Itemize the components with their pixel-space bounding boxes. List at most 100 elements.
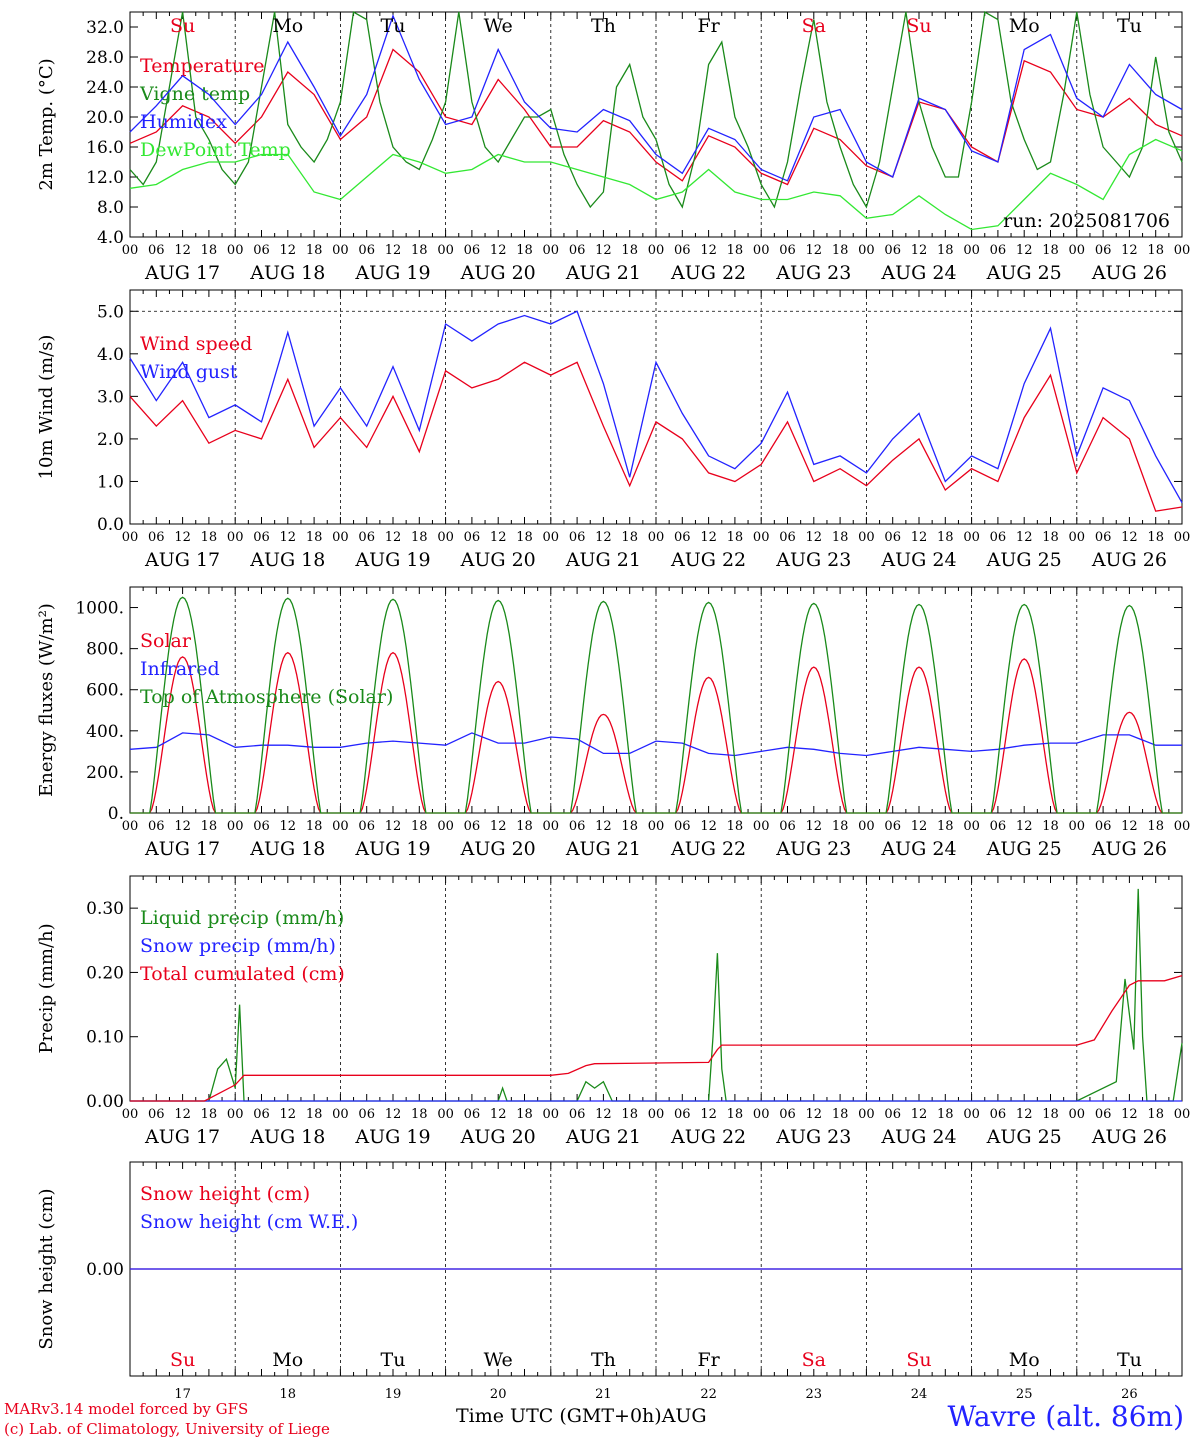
- y-axis-label: Energy fluxes (W/m²): [36, 603, 57, 797]
- y-axis-label: Snow height (cm): [36, 1188, 57, 1349]
- hour-tick-label: 06: [464, 530, 481, 545]
- series-line-top-of-atmosphere-solar-: [130, 596, 1182, 814]
- x-axis-title: Time UTC (GMT+0h)AUG: [456, 1405, 707, 1427]
- hour-tick-label: 00: [543, 1107, 560, 1122]
- hour-tick-label: 06: [674, 1107, 691, 1122]
- hour-tick-label: 12: [490, 243, 507, 258]
- hour-tick-label: 06: [990, 1107, 1007, 1122]
- hour-tick-label: 12: [1016, 243, 1033, 258]
- date-label: AUG 25: [986, 838, 1062, 860]
- hour-tick-label: 00: [332, 530, 349, 545]
- hour-tick-label: 18: [832, 1107, 849, 1122]
- hour-tick-label: 00: [437, 819, 454, 834]
- hour-tick-label: 06: [1095, 530, 1112, 545]
- y-axis-label: 2m Temp. (°C): [36, 58, 57, 190]
- hour-tick-label: 12: [806, 243, 823, 258]
- date-label: AUG 22: [670, 838, 746, 860]
- hour-tick-label: 06: [990, 819, 1007, 834]
- date-label: AUG 23: [775, 549, 851, 571]
- day-name-label: Sa: [802, 15, 826, 37]
- chart-panel-2: 0.0 1.0 2.0 3.0 4.0 5.0 10m Wind (m/s) 00 06 12 18…: [36, 289, 1190, 571]
- hour-tick-label: 12: [385, 530, 402, 545]
- hour-tick-label: 06: [358, 819, 375, 834]
- hour-tick-label: 18: [1147, 819, 1164, 834]
- hour-tick-label: 00: [963, 530, 980, 545]
- hour-tick-label: 18: [832, 819, 849, 834]
- y-tick-label: 600.: [86, 681, 124, 701]
- hour-tick-label: 12: [700, 1107, 717, 1122]
- hour-tick-label: 12: [174, 530, 191, 545]
- hour-tick-label: 00: [122, 243, 139, 258]
- date-label: AUG 17: [144, 262, 220, 284]
- hour-tick-label: 18: [727, 243, 744, 258]
- hour-tick-label: 06: [569, 1107, 586, 1122]
- hour-tick-label: 18: [1147, 1107, 1164, 1122]
- y-tick-label: 8.0: [97, 198, 124, 218]
- date-label: AUG 18: [249, 838, 325, 860]
- hour-tick-label: 00: [122, 1107, 139, 1122]
- hour-tick-label: 18: [621, 1107, 638, 1122]
- day-name-label: Su: [170, 15, 195, 37]
- legend-entry: Vigne temp: [139, 83, 250, 105]
- y-tick-label: 1.0: [97, 472, 124, 492]
- hour-tick-label: 06: [148, 243, 165, 258]
- date-label: AUG 24: [880, 262, 956, 284]
- day-name-label: We: [484, 15, 513, 37]
- hour-tick-label: 00: [753, 1107, 770, 1122]
- y-tick-label: 20.0: [86, 108, 124, 128]
- series-line-humidex: [129, 13, 1183, 182]
- day-number-label: 19: [385, 1387, 402, 1402]
- day-number-label: 18: [280, 1387, 297, 1402]
- y-axis-label: 10m Wind (m/s): [36, 335, 57, 480]
- hour-tick-label: 12: [700, 530, 717, 545]
- hour-tick-label: 06: [884, 1107, 901, 1122]
- hour-tick-label: 18: [1042, 530, 1059, 545]
- hour-tick-label: 06: [148, 819, 165, 834]
- y-tick-label: 0.0: [97, 515, 124, 535]
- series-line-infrared: [129, 732, 1182, 757]
- hour-tick-label: 18: [516, 1107, 533, 1122]
- day-number-label: 25: [1016, 1387, 1033, 1402]
- day-name-label: Th: [591, 1349, 616, 1371]
- hour-tick-label: 06: [1095, 243, 1112, 258]
- day-name-label: We: [484, 1349, 513, 1371]
- hour-tick-label: 00: [648, 530, 665, 545]
- hour-tick-label: 18: [937, 819, 954, 834]
- date-label: AUG 26: [1091, 1126, 1167, 1148]
- station-name: Wavre (alt. 86m): [947, 1400, 1184, 1433]
- lab-credit: (c) Lab. of Climatology, University of L…: [4, 1420, 330, 1438]
- y-tick-label: 5.0: [97, 302, 124, 322]
- y-tick-label: 0.30: [86, 899, 124, 919]
- day-name-label: Su: [906, 15, 931, 37]
- hour-tick-label: 06: [569, 530, 586, 545]
- day-name-label: Mo: [1009, 1349, 1040, 1371]
- hour-tick-label: 12: [806, 530, 823, 545]
- y-tick-label: 3.0: [97, 387, 124, 407]
- hour-tick-label: 12: [911, 1107, 928, 1122]
- date-label: AUG 19: [354, 549, 430, 571]
- hour-tick-label: 00: [1069, 1107, 1086, 1122]
- date-label: AUG 24: [880, 838, 956, 860]
- hour-tick-label: 12: [280, 819, 297, 834]
- legend-entry: DewPoint Temp: [140, 139, 291, 161]
- hour-tick-label: 06: [779, 819, 796, 834]
- hour-tick-label: 00: [227, 243, 244, 258]
- hour-tick-label: 18: [621, 243, 638, 258]
- day-name-label: Fr: [697, 15, 720, 37]
- hour-tick-label: 00: [227, 530, 244, 545]
- day-name-label: Su: [170, 1349, 195, 1371]
- hour-tick-label: 06: [358, 530, 375, 545]
- hour-tick-label: 12: [700, 819, 717, 834]
- hour-tick-label: 18: [1147, 530, 1164, 545]
- hour-tick-label: 18: [516, 530, 533, 545]
- hour-tick-label: 00: [858, 530, 875, 545]
- hour-tick-label: 12: [280, 530, 297, 545]
- hour-tick-label: 18: [727, 1107, 744, 1122]
- date-label: AUG 18: [249, 1126, 325, 1148]
- hour-tick-label: 06: [464, 819, 481, 834]
- date-label: AUG 18: [249, 262, 325, 284]
- hour-tick-label: 06: [990, 530, 1007, 545]
- hour-tick-label: 12: [1121, 243, 1138, 258]
- hour-tick-label: 06: [464, 243, 481, 258]
- chart-panel-3: 0. 200. 400. 600. 800. 1000. Energy fluxes (W/…: [36, 586, 1190, 860]
